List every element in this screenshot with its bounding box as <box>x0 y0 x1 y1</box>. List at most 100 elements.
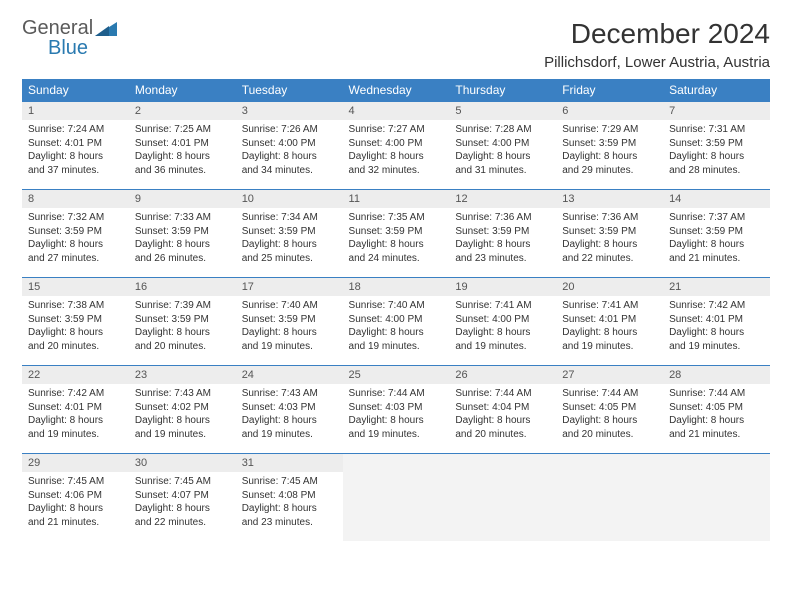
sunrise-text: Sunrise: 7:24 AM <box>28 123 123 137</box>
sunset-text: Sunset: 4:04 PM <box>455 401 550 415</box>
brand-line2: Blue <box>22 38 117 58</box>
day-body: Sunrise: 7:45 AMSunset: 4:06 PMDaylight:… <box>22 472 129 541</box>
day-body: Sunrise: 7:40 AMSunset: 3:59 PMDaylight:… <box>236 296 343 365</box>
calendar-cell <box>343 453 450 541</box>
sunset-text: Sunset: 4:05 PM <box>669 401 764 415</box>
day-number: 9 <box>129 190 236 208</box>
brand-logo: General Blue <box>22 18 117 58</box>
day-number: 25 <box>343 366 450 384</box>
daylight-text: and 19 minutes. <box>135 428 230 442</box>
day-body: Sunrise: 7:43 AMSunset: 4:02 PMDaylight:… <box>129 384 236 453</box>
calendar-row: 15Sunrise: 7:38 AMSunset: 3:59 PMDayligh… <box>22 277 770 365</box>
daylight-text: Daylight: 8 hours <box>135 238 230 252</box>
calendar-cell: 12Sunrise: 7:36 AMSunset: 3:59 PMDayligh… <box>449 189 556 277</box>
daylight-text: Daylight: 8 hours <box>242 502 337 516</box>
calendar-cell: 20Sunrise: 7:41 AMSunset: 4:01 PMDayligh… <box>556 277 663 365</box>
calendar-row: 8Sunrise: 7:32 AMSunset: 3:59 PMDaylight… <box>22 189 770 277</box>
day-body: Sunrise: 7:35 AMSunset: 3:59 PMDaylight:… <box>343 208 450 277</box>
daylight-text: Daylight: 8 hours <box>135 414 230 428</box>
sunset-text: Sunset: 4:01 PM <box>135 137 230 151</box>
day-body: Sunrise: 7:43 AMSunset: 4:03 PMDaylight:… <box>236 384 343 453</box>
calendar-cell: 17Sunrise: 7:40 AMSunset: 3:59 PMDayligh… <box>236 277 343 365</box>
day-number: 28 <box>663 366 770 384</box>
daylight-text: and 21 minutes. <box>28 516 123 530</box>
brand-line1: General <box>22 18 117 38</box>
day-body: Sunrise: 7:45 AMSunset: 4:07 PMDaylight:… <box>129 472 236 541</box>
day-number: 29 <box>22 454 129 472</box>
daylight-text: Daylight: 8 hours <box>669 238 764 252</box>
daylight-text: Daylight: 8 hours <box>135 502 230 516</box>
day-number: 27 <box>556 366 663 384</box>
day-body <box>556 472 663 541</box>
daylight-text: Daylight: 8 hours <box>28 414 123 428</box>
daylight-text: Daylight: 8 hours <box>242 238 337 252</box>
sunset-text: Sunset: 3:59 PM <box>669 225 764 239</box>
sunset-text: Sunset: 3:59 PM <box>562 137 657 151</box>
day-number: 18 <box>343 278 450 296</box>
calendar-cell: 15Sunrise: 7:38 AMSunset: 3:59 PMDayligh… <box>22 277 129 365</box>
day-body: Sunrise: 7:29 AMSunset: 3:59 PMDaylight:… <box>556 120 663 189</box>
sunset-text: Sunset: 3:59 PM <box>242 225 337 239</box>
page-header: General Blue December 2024 Pillichsdorf,… <box>22 18 770 71</box>
day-body: Sunrise: 7:31 AMSunset: 3:59 PMDaylight:… <box>663 120 770 189</box>
calendar-cell: 13Sunrise: 7:36 AMSunset: 3:59 PMDayligh… <box>556 189 663 277</box>
day-body: Sunrise: 7:25 AMSunset: 4:01 PMDaylight:… <box>129 120 236 189</box>
sunrise-text: Sunrise: 7:41 AM <box>562 299 657 313</box>
day-number: 22 <box>22 366 129 384</box>
calendar-cell: 31Sunrise: 7:45 AMSunset: 4:08 PMDayligh… <box>236 453 343 541</box>
day-number: 1 <box>22 102 129 120</box>
calendar-cell: 9Sunrise: 7:33 AMSunset: 3:59 PMDaylight… <box>129 189 236 277</box>
daylight-text: Daylight: 8 hours <box>28 150 123 164</box>
daylight-text: Daylight: 8 hours <box>242 414 337 428</box>
daylight-text: and 31 minutes. <box>455 164 550 178</box>
daylight-text: and 21 minutes. <box>669 252 764 266</box>
day-body: Sunrise: 7:24 AMSunset: 4:01 PMDaylight:… <box>22 120 129 189</box>
day-body: Sunrise: 7:44 AMSunset: 4:05 PMDaylight:… <box>556 384 663 453</box>
calendar-cell: 23Sunrise: 7:43 AMSunset: 4:02 PMDayligh… <box>129 365 236 453</box>
day-body: Sunrise: 7:26 AMSunset: 4:00 PMDaylight:… <box>236 120 343 189</box>
sunset-text: Sunset: 3:59 PM <box>669 137 764 151</box>
day-body <box>343 472 450 541</box>
day-body: Sunrise: 7:41 AMSunset: 4:01 PMDaylight:… <box>556 296 663 365</box>
sunrise-text: Sunrise: 7:36 AM <box>455 211 550 225</box>
sunrise-text: Sunrise: 7:28 AM <box>455 123 550 137</box>
daylight-text: Daylight: 8 hours <box>135 150 230 164</box>
sunset-text: Sunset: 4:01 PM <box>669 313 764 327</box>
daylight-text: Daylight: 8 hours <box>455 326 550 340</box>
calendar-cell: 3Sunrise: 7:26 AMSunset: 4:00 PMDaylight… <box>236 101 343 189</box>
calendar-cell: 28Sunrise: 7:44 AMSunset: 4:05 PMDayligh… <box>663 365 770 453</box>
sunrise-text: Sunrise: 7:36 AM <box>562 211 657 225</box>
day-number: 23 <box>129 366 236 384</box>
day-number <box>449 454 556 472</box>
day-body: Sunrise: 7:32 AMSunset: 3:59 PMDaylight:… <box>22 208 129 277</box>
day-body: Sunrise: 7:34 AMSunset: 3:59 PMDaylight:… <box>236 208 343 277</box>
sunset-text: Sunset: 4:00 PM <box>349 137 444 151</box>
calendar-cell: 4Sunrise: 7:27 AMSunset: 4:00 PMDaylight… <box>343 101 450 189</box>
calendar-cell <box>663 453 770 541</box>
sunset-text: Sunset: 4:00 PM <box>455 313 550 327</box>
day-number: 6 <box>556 102 663 120</box>
day-body: Sunrise: 7:41 AMSunset: 4:00 PMDaylight:… <box>449 296 556 365</box>
day-body: Sunrise: 7:44 AMSunset: 4:04 PMDaylight:… <box>449 384 556 453</box>
sunrise-text: Sunrise: 7:44 AM <box>455 387 550 401</box>
calendar-cell: 18Sunrise: 7:40 AMSunset: 4:00 PMDayligh… <box>343 277 450 365</box>
day-number: 15 <box>22 278 129 296</box>
daylight-text: Daylight: 8 hours <box>349 414 444 428</box>
sunrise-text: Sunrise: 7:32 AM <box>28 211 123 225</box>
daylight-text: Daylight: 8 hours <box>349 150 444 164</box>
daylight-text: and 28 minutes. <box>669 164 764 178</box>
weekday-header: Friday <box>556 79 663 101</box>
daylight-text: and 20 minutes. <box>562 428 657 442</box>
sunrise-text: Sunrise: 7:35 AM <box>349 211 444 225</box>
daylight-text: and 19 minutes. <box>349 340 444 354</box>
day-number: 31 <box>236 454 343 472</box>
sunrise-text: Sunrise: 7:45 AM <box>242 475 337 489</box>
brand-triangle-icon <box>95 20 117 36</box>
sunset-text: Sunset: 4:02 PM <box>135 401 230 415</box>
calendar-cell: 21Sunrise: 7:42 AMSunset: 4:01 PMDayligh… <box>663 277 770 365</box>
weekday-header: Monday <box>129 79 236 101</box>
daylight-text: Daylight: 8 hours <box>669 414 764 428</box>
sunset-text: Sunset: 4:00 PM <box>242 137 337 151</box>
calendar-cell <box>556 453 663 541</box>
day-number: 12 <box>449 190 556 208</box>
